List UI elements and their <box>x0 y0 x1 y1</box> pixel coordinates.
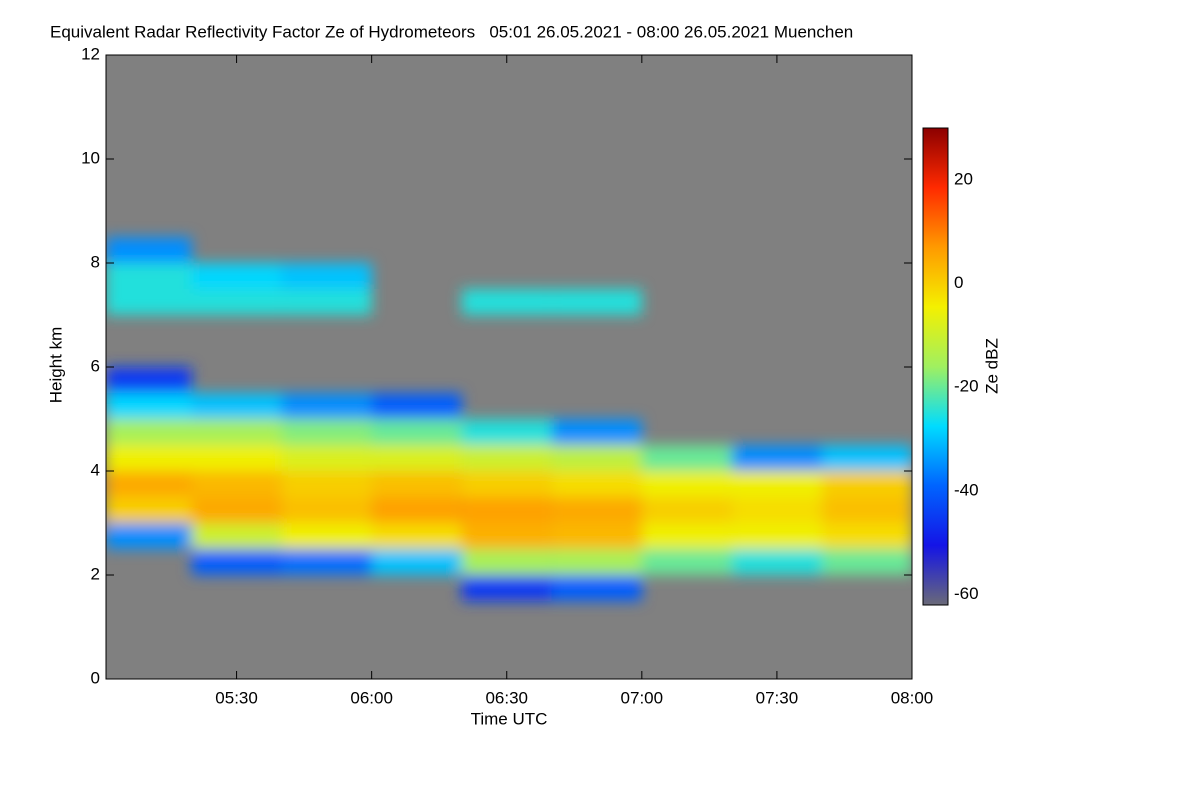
heatmap-cell <box>461 419 552 445</box>
heatmap-cells <box>106 237 912 601</box>
heatmap-cell <box>641 523 732 549</box>
x-tick-label: 06:30 <box>485 688 528 707</box>
colorbar-tick-label: -60 <box>954 584 979 603</box>
heatmap-cell <box>281 523 372 549</box>
heatmap-cell <box>281 471 372 497</box>
heatmap-cell <box>731 445 822 471</box>
heatmap-cell <box>191 419 282 445</box>
heatmap-cell <box>461 289 552 315</box>
heatmap-cell <box>371 445 462 471</box>
heatmap-cell <box>461 549 552 575</box>
colorbar-tick-label: 20 <box>954 169 973 188</box>
heatmap-cell <box>551 497 642 523</box>
y-tick-label: 6 <box>91 356 100 375</box>
heatmap-cell <box>106 445 192 471</box>
heatmap-cell <box>461 497 552 523</box>
heatmap-cell <box>106 393 192 419</box>
heatmap-cell <box>551 523 642 549</box>
heatmap-cell <box>191 497 282 523</box>
y-tick-label: 0 <box>91 668 100 687</box>
heatmap-cell <box>106 523 192 549</box>
heatmap-cell <box>461 471 552 497</box>
heatmap-cell <box>281 263 372 289</box>
heatmap-cell <box>461 523 552 549</box>
heatmap-cell <box>821 445 912 471</box>
heatmap-cell <box>551 549 642 575</box>
x-tick-label: 08:00 <box>891 688 934 707</box>
heatmap-cell <box>191 263 282 289</box>
heatmap-cell <box>551 419 642 445</box>
heatmap-cell <box>371 549 462 575</box>
heatmap-cell <box>551 445 642 471</box>
x-tick-label: 06:00 <box>350 688 393 707</box>
y-tick-label: 10 <box>81 148 100 167</box>
heatmap-cell <box>191 289 282 315</box>
heatmap-cell <box>551 289 642 315</box>
heatmap-cell <box>731 497 822 523</box>
y-tick-label: 2 <box>91 564 100 583</box>
heatmap-cell <box>371 471 462 497</box>
heatmap-cell <box>106 471 192 497</box>
y-tick-label: 12 <box>81 44 100 63</box>
heatmap-cell <box>731 549 822 575</box>
heatmap-cell <box>191 471 282 497</box>
heatmap-cell <box>551 575 642 601</box>
heatmap-cell <box>461 445 552 471</box>
heatmap-cell <box>821 497 912 523</box>
heatmap-cell <box>281 393 372 419</box>
heatmap-cell <box>106 237 192 263</box>
colorbar-tick-label: -40 <box>954 480 979 499</box>
y-tick-label: 8 <box>91 252 100 271</box>
heatmap-cell <box>371 523 462 549</box>
y-tick-label: 4 <box>91 460 100 479</box>
heatmap-cell <box>371 393 462 419</box>
heatmap-cell <box>281 419 372 445</box>
heatmap-cell <box>641 497 732 523</box>
heatmap-cell <box>821 471 912 497</box>
heatmap-cell <box>106 367 192 393</box>
y-axis-label: Height km <box>46 327 65 404</box>
heatmap-cell <box>281 289 372 315</box>
heatmap-cell <box>191 523 282 549</box>
x-tick-label: 05:30 <box>215 688 258 707</box>
heatmap-cell <box>191 445 282 471</box>
heatmap-cell <box>641 471 732 497</box>
x-axis-label: Time UTC <box>471 709 548 728</box>
colorbar-tick-label: 0 <box>954 273 963 292</box>
colorbar <box>922 127 949 606</box>
heatmap-cell <box>821 549 912 575</box>
x-tick-label: 07:30 <box>756 688 799 707</box>
heatmap-cell <box>731 523 822 549</box>
heatmap-cell <box>371 419 462 445</box>
heatmap-cell <box>821 523 912 549</box>
colorbar-tick-label: -20 <box>954 377 979 396</box>
heatmap-cell <box>106 263 192 289</box>
x-tick-label: 07:00 <box>621 688 664 707</box>
heatmap-cell <box>281 445 372 471</box>
heatmap-cell <box>106 289 192 315</box>
heatmap-cell <box>731 471 822 497</box>
heatmap-cell <box>461 575 552 601</box>
heatmap-cell <box>551 471 642 497</box>
heatmap-cell <box>191 549 282 575</box>
chart-title: Equivalent Radar Reflectivity Factor Ze … <box>50 22 853 41</box>
heatmap-cell <box>106 497 192 523</box>
heatmap-cell <box>371 497 462 523</box>
heatmap-cell <box>641 549 732 575</box>
heatmap-cell <box>281 497 372 523</box>
heatmap-cell <box>191 393 282 419</box>
heatmap-cell <box>281 549 372 575</box>
colorbar-label: Ze dBZ <box>982 338 1001 394</box>
heatmap-cell <box>106 419 192 445</box>
heatmap-cell <box>641 445 732 471</box>
